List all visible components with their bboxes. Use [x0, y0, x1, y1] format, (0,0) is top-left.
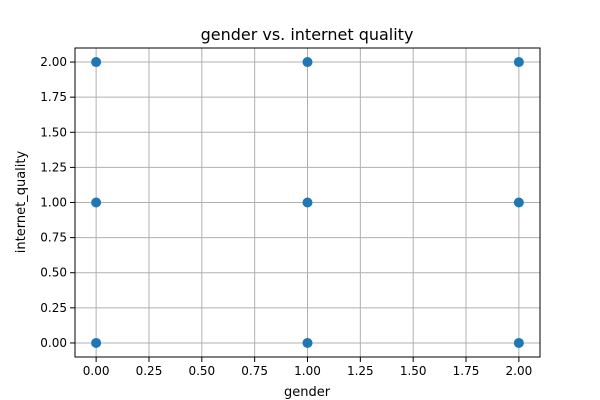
scatter-point-2 [91, 57, 102, 68]
tick-layer: 0.00 0.25 0.50 0.75 1.00 1.25 1.50 1.75 2.00 0.00… [40, 55, 532, 378]
x-tick-label-7: 1.75 [453, 364, 480, 378]
scatter-point-7 [513, 197, 524, 208]
x-axis-label: gender [284, 385, 331, 400]
y-tick-label-7: 1.75 [40, 90, 67, 104]
point-layer [91, 57, 524, 348]
y-tick-label-4: 1.00 [40, 196, 67, 210]
y-axis-label: internet_quality [14, 151, 29, 254]
x-tick-label-5: 1.25 [347, 364, 374, 378]
x-tick-label-6: 1.50 [400, 364, 427, 378]
y-tick-label-5: 1.25 [40, 160, 67, 174]
scatter-point-4 [302, 197, 313, 208]
y-tick-label-0: 0.00 [40, 336, 67, 350]
x-tick-label-1: 0.25 [136, 364, 163, 378]
scatter-point-3 [302, 337, 313, 348]
scatter-point-6 [513, 337, 524, 348]
scatter-point-8 [513, 57, 524, 68]
chart-title: gender vs. internet quality [201, 25, 414, 44]
y-tick-label-6: 1.50 [40, 125, 67, 139]
x-tick-label-3: 0.75 [241, 364, 268, 378]
y-tick-label-1: 0.25 [40, 301, 67, 315]
scatter-point-1 [91, 197, 102, 208]
x-tick-label-8: 2.00 [506, 364, 533, 378]
y-tick-label-2: 0.50 [40, 266, 67, 280]
y-tick-label-8: 2.00 [40, 55, 67, 69]
y-tick-label-3: 0.75 [40, 231, 67, 245]
x-tick-label-4: 1.00 [294, 364, 321, 378]
x-tick-label-2: 0.50 [188, 364, 215, 378]
scatter-point-0 [91, 337, 102, 348]
scatter-point-5 [302, 57, 313, 68]
x-tick-label-0: 0.00 [83, 364, 110, 378]
